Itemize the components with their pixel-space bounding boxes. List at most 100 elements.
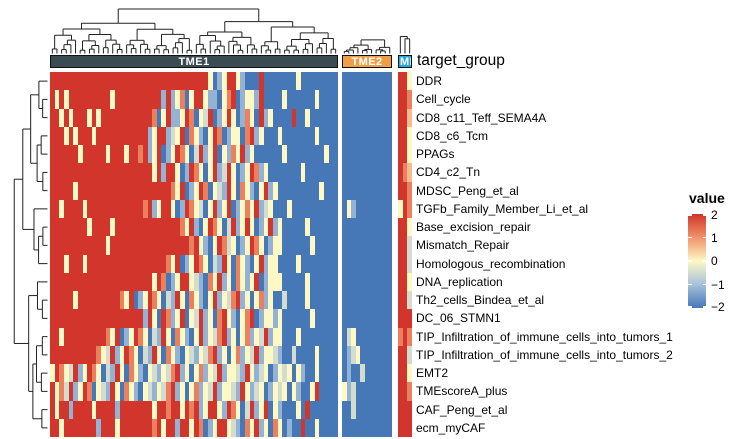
- heatmap-cell: [170, 309, 176, 328]
- heatmap-cell: [96, 72, 102, 91]
- heatmap-cell: [217, 163, 222, 182]
- heatmap-cell: [272, 291, 278, 310]
- heatmap-cell: [133, 72, 139, 91]
- heatmap-cell: [193, 364, 199, 383]
- heatmap-cell: [212, 400, 218, 419]
- heatmap-cell: [296, 163, 301, 182]
- heatmap-cell: [324, 90, 329, 109]
- heatmap-cell: [161, 199, 167, 218]
- heatmap-cell: [133, 145, 139, 164]
- heatmap-cell: [184, 218, 190, 237]
- heatmap-cell: [101, 108, 106, 127]
- row-label: EMT2: [416, 366, 449, 380]
- heatmap-cell: [87, 400, 92, 419]
- heatmap-cell: [180, 163, 185, 182]
- heatmap-cell: [263, 199, 269, 218]
- heatmap-cell: [50, 382, 55, 401]
- heatmap-cell: [245, 236, 250, 255]
- heatmap-cell: [73, 400, 78, 419]
- heatmap-cell: [382, 400, 388, 419]
- heatmap-cell: [128, 400, 134, 419]
- heatmap-cell: [180, 309, 185, 328]
- heatmap-cell: [272, 108, 278, 127]
- heatmap-cell: [355, 181, 361, 200]
- heatmap-cell: [124, 400, 129, 419]
- heatmap-cell: [193, 327, 199, 346]
- heatmap-cell: [63, 382, 69, 401]
- heatmap-cell: [402, 108, 408, 127]
- heatmap-cell: [124, 108, 129, 127]
- heatmap-cell: [189, 272, 194, 291]
- heatmap-cell: [54, 382, 60, 401]
- heatmap-cell: [342, 218, 347, 237]
- legend-tick-mark: [688, 306, 692, 308]
- heatmap-cell: [152, 309, 157, 328]
- heatmap-cell: [231, 108, 236, 127]
- heatmap-cell: [328, 418, 334, 437]
- heatmap-cell: [124, 327, 129, 346]
- heatmap-cell: [124, 218, 129, 237]
- heatmap-cell: [212, 254, 218, 273]
- heatmap-cell: [166, 327, 171, 346]
- heatmap-cell: [152, 90, 157, 109]
- heatmap-cell: [133, 236, 139, 255]
- heatmap-cell: [346, 163, 352, 182]
- heatmap-cell: [128, 108, 134, 127]
- heatmap-cell: [268, 327, 273, 346]
- heatmap-cell: [355, 236, 361, 255]
- heatmap-cell: [68, 108, 74, 127]
- heatmap-cell: [300, 364, 306, 383]
- heatmap-slice-me3: [398, 72, 412, 437]
- heatmap-cell: [398, 345, 403, 364]
- heatmap-cell: [96, 291, 102, 310]
- heatmap-cell: [277, 181, 283, 200]
- heatmap-cell: [314, 108, 320, 127]
- heatmap-cell: [387, 382, 392, 401]
- heatmap-cell: [138, 382, 143, 401]
- heatmap-cell: [203, 163, 208, 182]
- heatmap-cell: [105, 254, 111, 273]
- heatmap-cell: [184, 145, 190, 164]
- heatmap-cell: [282, 291, 287, 310]
- heatmap-cell: [212, 108, 218, 127]
- heatmap-cell: [398, 382, 403, 401]
- heatmap-cell: [407, 145, 412, 164]
- heatmap-cell: [217, 364, 222, 383]
- heatmap-cell: [402, 345, 408, 364]
- heatmap-cell: [249, 126, 255, 145]
- heatmap-cell: [82, 90, 88, 109]
- heatmap-cell: [240, 126, 246, 145]
- heatmap-cell: [277, 254, 283, 273]
- heatmap-cell: [105, 236, 111, 255]
- heatmap-cell: [319, 108, 325, 127]
- heatmap-cell: [324, 218, 329, 237]
- heatmap-cell: [226, 126, 232, 145]
- heatmap-cell: [291, 418, 297, 437]
- heatmap-cell: [305, 72, 311, 91]
- heatmap-cell: [142, 272, 148, 291]
- heatmap-cell: [245, 145, 250, 164]
- heatmap-cell: [152, 72, 157, 91]
- heatmap-cell: [314, 418, 320, 437]
- heatmap-cell: [207, 218, 213, 237]
- heatmap-cell: [369, 181, 374, 200]
- heatmap-cell: [346, 199, 352, 218]
- heatmap-cell: [378, 272, 383, 291]
- heatmap-cell: [378, 163, 383, 182]
- heatmap-cell: [161, 72, 167, 91]
- heatmap-cell: [54, 72, 60, 91]
- heatmap-cell: [364, 309, 370, 328]
- heatmap-cell: [402, 126, 408, 145]
- heatmap-cell: [296, 254, 301, 273]
- heatmap-cell: [142, 126, 148, 145]
- heatmap-cell: [319, 72, 325, 91]
- heatmap-cell: [300, 72, 306, 91]
- heatmap-cell: [77, 291, 83, 310]
- heatmap-cell: [59, 382, 64, 401]
- heatmap-cell: [378, 382, 383, 401]
- heatmap-cell: [291, 145, 297, 164]
- heatmap-cell: [240, 218, 246, 237]
- heatmap-cell: [324, 108, 329, 127]
- heatmap-cell: [272, 236, 278, 255]
- heatmap-cell: [333, 181, 338, 200]
